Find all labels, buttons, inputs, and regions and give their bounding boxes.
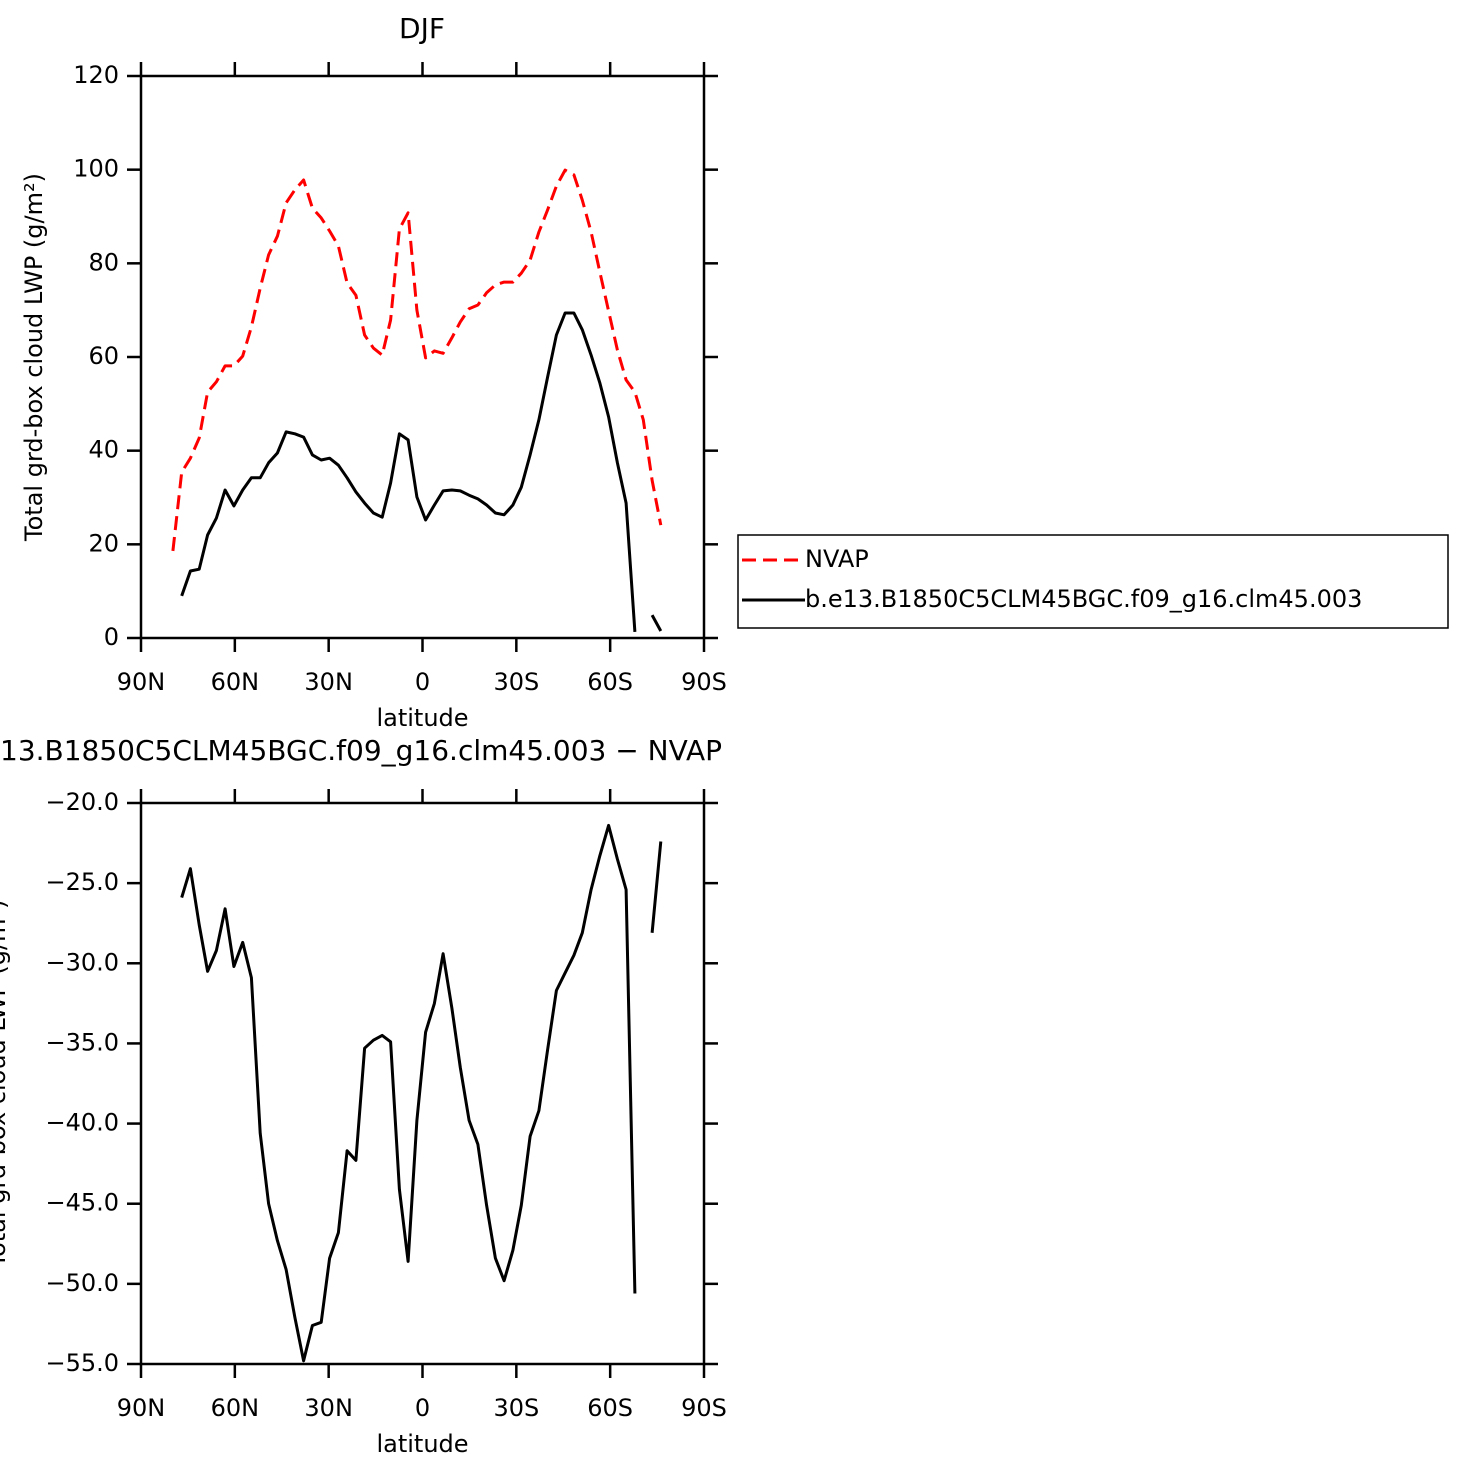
data-line (171, 168, 663, 552)
x-tick-label: 90N (117, 668, 166, 696)
y-tick-label: 120 (73, 61, 119, 89)
y-tick-label: −35.0 (45, 1028, 119, 1056)
y-tick-label: −45.0 (45, 1189, 119, 1217)
x-tick-label: 60N (211, 668, 260, 696)
x-tick-label: 30S (493, 668, 539, 696)
y-tick-label: 80 (88, 248, 119, 276)
y-tick-label: −20.0 (45, 788, 119, 816)
y-tick-label: 60 (88, 342, 119, 370)
legend-box (737, 534, 1449, 629)
x-tick-label: 90N (117, 1394, 166, 1422)
y-tick-label: 40 (88, 436, 119, 464)
chart-title: 13.B1850C5CLM45BGC.f09_g16.clm45.003 − N… (0, 734, 722, 767)
tick-label-background (12, 788, 127, 1379)
x-axis-label: latitude (376, 704, 468, 732)
x-tick-label: 0 (415, 1394, 430, 1422)
x-tick-label: 0 (415, 668, 430, 696)
legend-label: b.e13.B1850C5CLM45BGC.f09_g16.clm45.003 (805, 585, 1362, 613)
data-line (180, 311, 663, 633)
y-tick-label: −40.0 (45, 1109, 119, 1137)
x-tick-label: 60S (587, 668, 633, 696)
chart-title: DJF (399, 12, 445, 45)
plot-frame (139, 801, 706, 1366)
y-tick-label: −50.0 (45, 1269, 119, 1297)
x-tick-label: 90S (681, 1394, 727, 1422)
plot-frame (139, 74, 706, 640)
x-tick-label: 90S (681, 668, 727, 696)
x-tick-label: 30N (304, 1394, 353, 1422)
y-tick-label: 0 (104, 623, 119, 651)
legend-label: NVAP (805, 545, 869, 573)
y-axis-label: Total grd-box cloud LWP (g/m²) (20, 173, 48, 542)
data-line (180, 823, 663, 1363)
y-tick-label: −55.0 (45, 1349, 119, 1377)
y-tick-label: 100 (73, 155, 119, 183)
x-axis-label: latitude (376, 1430, 468, 1458)
y-tick-label: −25.0 (45, 868, 119, 896)
y-axis-label: Total grd-box cloud LWP (g/m²) (0, 900, 11, 1269)
x-tick-label: 30N (304, 668, 353, 696)
y-tick-label: 20 (88, 529, 119, 557)
x-tick-label: 30S (493, 1394, 539, 1422)
x-tick-label: 60S (587, 1394, 633, 1422)
x-tick-label: 60N (211, 1394, 260, 1422)
y-tick-label: −30.0 (45, 948, 119, 976)
